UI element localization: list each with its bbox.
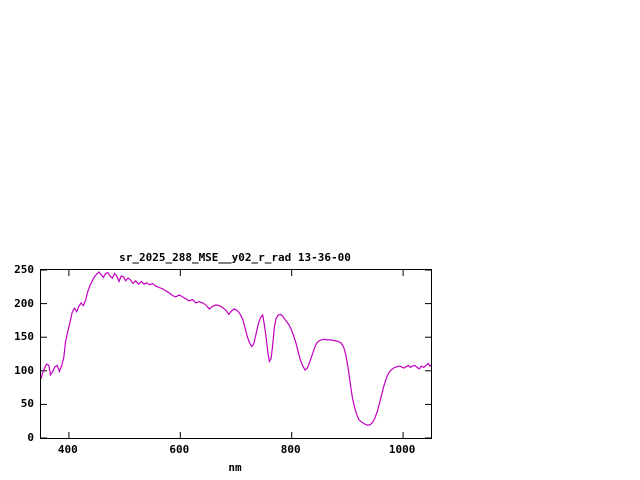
x-tick-label: 800: [280, 443, 301, 456]
x-axis-label: nm: [228, 461, 242, 474]
plot-area: [40, 269, 432, 439]
y-tick-label: 50: [20, 397, 34, 411]
x-tick-label: 600: [169, 443, 190, 456]
y-tick-label: 200: [14, 296, 34, 310]
chart-title: sr_2025_288_MSE__y02_r_rad 13-36-00: [119, 251, 351, 264]
y-tick-label: 100: [14, 363, 34, 377]
y-tick-label: 150: [14, 330, 34, 344]
y-tick-label: 250: [14, 263, 34, 276]
x-tick-label: 1000: [388, 443, 416, 456]
y-tick-label: 0: [27, 431, 34, 444]
spectral-curve-plot: [41, 270, 431, 438]
x-tick-label: 400: [57, 443, 78, 456]
